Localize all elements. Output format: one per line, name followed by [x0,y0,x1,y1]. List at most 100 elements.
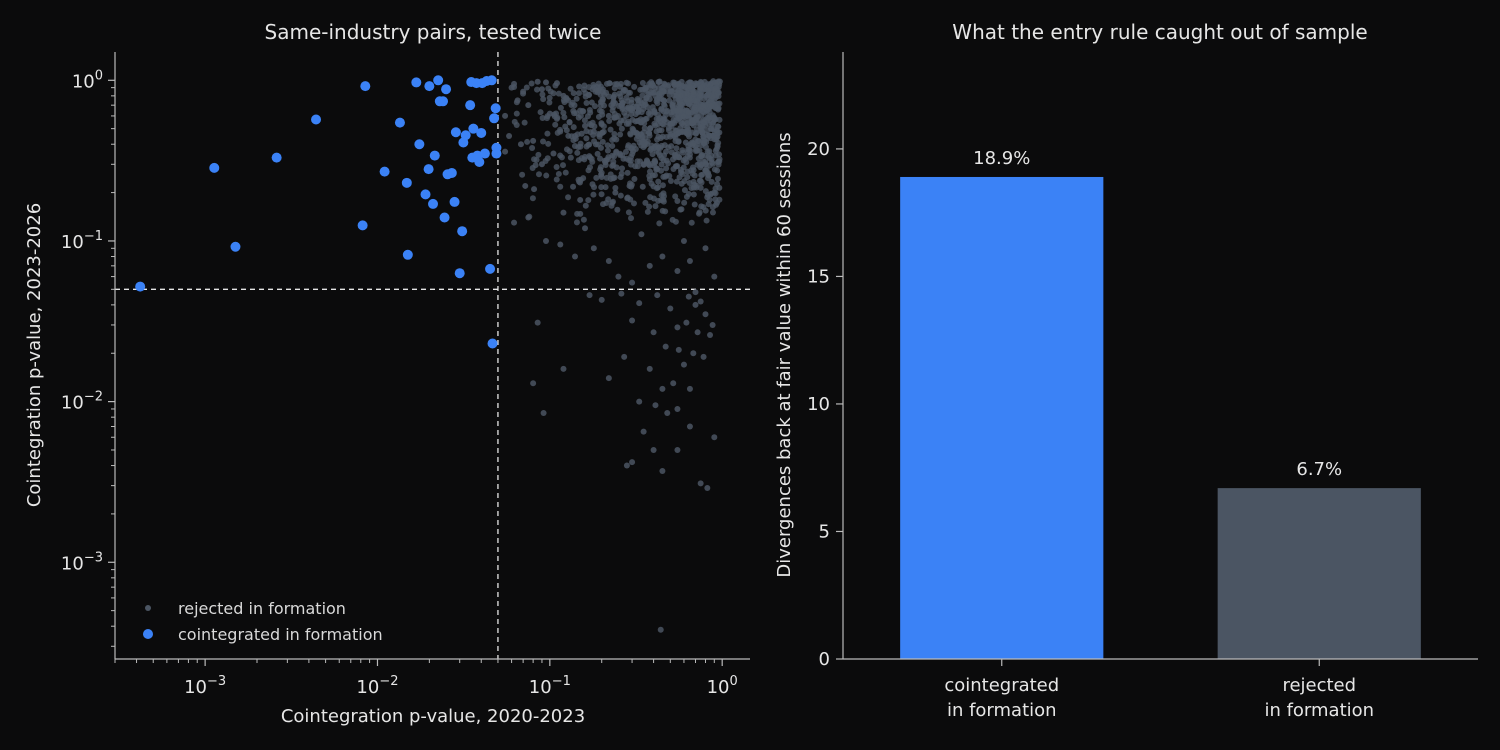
cointegrated-point [209,162,220,173]
rejected-point [716,116,723,123]
cointegrated-point [486,75,497,86]
cointegrated-point [485,263,496,274]
rejected-point [502,112,509,119]
rejected-point [673,145,680,152]
legend-label-rejected: rejected in formation [178,599,346,618]
rejected-point [557,152,564,159]
cointegrated-point [357,220,368,231]
rejected-point [709,112,716,119]
rejected-point [655,84,662,91]
rejected-point [655,178,662,185]
rejected-point [659,133,666,140]
rejected-point [697,123,704,130]
rejected-point [685,109,692,116]
rejected-point [701,95,708,102]
rejected-point [555,170,562,177]
rejected-point [684,168,691,175]
rejected-point [635,109,642,116]
rejected-point [582,202,589,209]
rejected-point [511,219,518,226]
rejected-point [647,125,654,132]
rejected-point [698,179,705,186]
rejected-point [694,138,701,145]
rejected-point [697,184,704,191]
rejected-point [683,130,690,137]
rejected-point [698,203,705,210]
rejected-point [534,78,541,85]
rejected-point [560,365,567,372]
rejected-point [690,191,697,198]
rejected-point [706,148,713,155]
rejected-point [628,111,635,118]
rejected-point [513,121,520,128]
rejected-point [693,184,700,191]
rejected-point [672,218,679,225]
rejected-point [639,79,646,86]
rejected-point [597,166,604,173]
rejected-point [598,171,605,178]
rejected-point [605,93,612,100]
rejected-point [653,142,660,149]
rejected-point [583,100,590,107]
rejected-point [661,98,668,105]
rejected-point [664,409,671,416]
rejected-point [562,169,569,176]
rejected-point [685,293,692,300]
cointegrated-point [441,84,452,95]
rejected-point [714,181,721,188]
rejected-point [663,172,670,179]
rejected-point [636,398,643,405]
rejected-point [620,117,627,124]
rejected-point [557,183,564,190]
scatter-ylabel: Cointegration p-value, 2023-2026 [24,203,45,507]
rejected-point [647,111,654,118]
rejected-point [557,104,564,111]
rejected-point [679,147,686,154]
rejected-point [656,78,663,85]
y-tick-label: 10−2 [61,390,103,414]
rejected-point [700,133,707,140]
rejected-point [618,290,625,297]
cointegrated-point [491,148,502,159]
rejected-point [641,120,648,127]
rejected-point [703,169,710,176]
rejected-point [622,148,629,155]
rejected-point [628,145,635,152]
rejected-point [666,97,673,104]
rejected-point [624,169,631,176]
rejected-point [611,85,618,92]
rejected-point [543,172,550,179]
rejected-point [540,409,547,416]
cointegrated-point [468,123,479,134]
rejected-point [683,120,690,127]
rejected-point [667,178,674,185]
rejected-point [654,136,661,143]
cointegrated-point [411,77,422,88]
rejected-point [658,105,665,112]
cointegrated-point [420,189,431,200]
rejected-point [590,191,597,198]
rejected-point [607,126,614,133]
rejected-point [680,361,687,368]
rejected-point [612,100,619,107]
rejected-point [589,86,596,93]
rejected-point [670,380,677,387]
rejected-point [613,114,620,121]
rejected-point [715,83,722,90]
rejected-point [539,115,546,122]
rejected-point [609,107,616,114]
cointegrated-point [230,241,241,252]
x-tick-label: 10−2 [356,674,398,698]
x-tick-label: in formation [1264,700,1374,721]
rejected-point [570,124,577,131]
rejected-point [659,182,666,189]
rejected-point [677,125,684,132]
rejected-point [603,199,610,206]
rejected-point [598,108,605,115]
rejected-point [534,86,541,93]
rejected-point [619,165,626,172]
cointegrated-point [474,157,485,168]
cointegrated-point [414,139,425,150]
rejected-point [673,107,680,114]
rejected-point [641,125,648,132]
